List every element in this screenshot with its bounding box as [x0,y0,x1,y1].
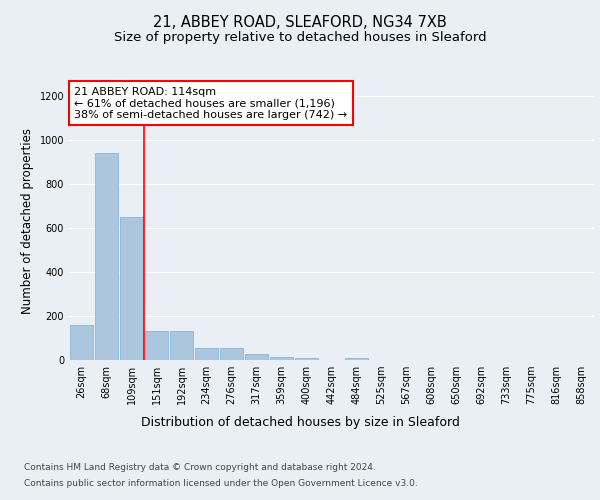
Bar [70,325,93,360]
Bar [195,348,218,360]
Bar [345,358,368,360]
Text: Size of property relative to detached houses in Sleaford: Size of property relative to detached ho… [113,31,487,44]
Text: Contains HM Land Registry data © Crown copyright and database right 2024.: Contains HM Land Registry data © Crown c… [24,463,376,472]
Y-axis label: Number of detached properties: Number of detached properties [21,128,34,314]
Text: 21, ABBEY ROAD, SLEAFORD, NG34 7XB: 21, ABBEY ROAD, SLEAFORD, NG34 7XB [153,15,447,30]
Bar [295,358,318,360]
Bar [95,153,118,360]
Text: Distribution of detached houses by size in Sleaford: Distribution of detached houses by size … [140,416,460,429]
Text: Contains public sector information licensed under the Open Government Licence v3: Contains public sector information licen… [24,479,418,488]
Bar [170,332,193,360]
Bar [145,332,168,360]
Bar [270,356,293,360]
Text: 21 ABBEY ROAD: 114sqm
← 61% of detached houses are smaller (1,196)
38% of semi-d: 21 ABBEY ROAD: 114sqm ← 61% of detached … [74,86,347,120]
Bar [120,217,143,360]
Bar [220,348,243,360]
Bar [245,354,268,360]
